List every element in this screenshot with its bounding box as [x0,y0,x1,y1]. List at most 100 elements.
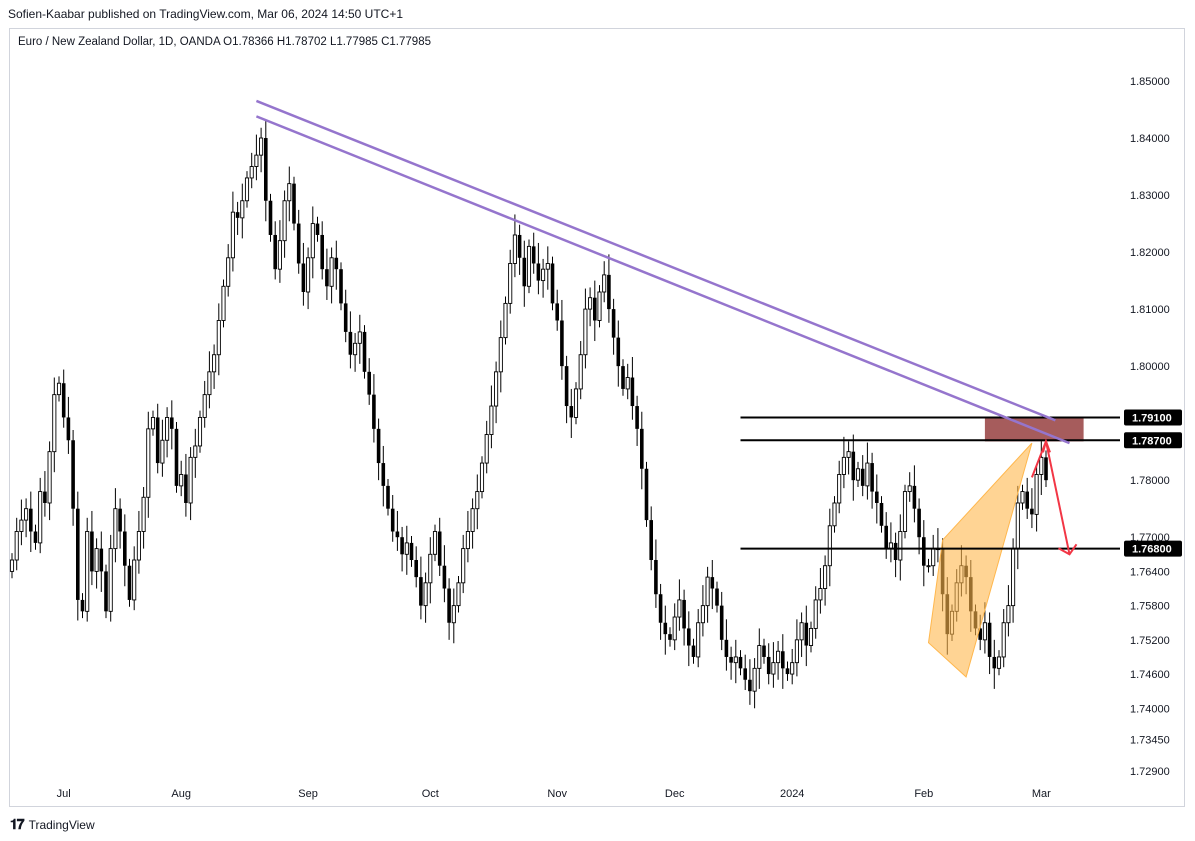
candle-body-down [719,605,724,640]
trendlines-group [255,99,1070,445]
levels-group [740,416,1120,550]
price-label-text: 1.78700 [1132,435,1172,447]
candle-body-up [1034,474,1039,515]
candle-body-up [602,274,607,293]
candle-body-down [1044,457,1048,481]
candle-body-down [860,468,865,486]
candle-body-down [296,223,301,264]
candle-body-up [733,656,738,664]
candle-body-up [207,371,212,396]
publisher-line: Sofien-Kaabar published on TradingView.c… [8,7,404,21]
candle-body-up [503,302,508,339]
candle-body-up [113,508,118,550]
candle-body-up [456,582,461,607]
candle-body-up [982,622,987,641]
candle-body-down [320,234,324,270]
candle-body-up [221,285,226,321]
candle-body-down [879,502,884,526]
candle-body-up [254,154,259,167]
candle-body-up [240,200,245,219]
candle-body-up [52,394,57,453]
candle-body-up [428,553,433,584]
x-tick-label: Mar [1032,788,1051,800]
candle-body-up [573,388,579,418]
candle-body-down [395,531,400,538]
candle-body-down [616,337,621,367]
y-tick-label: 1.80000 [1130,361,1170,373]
candle-body-down [447,588,451,623]
candle-body-up [771,662,776,675]
candle-body-down [987,622,992,657]
candle-body-down [978,628,982,640]
candle-body-up [277,240,282,270]
candle-body-down [870,463,874,492]
arrow-head-down [1058,543,1078,556]
candle-body-down [301,263,306,292]
candle-body-up [357,331,362,344]
candle-body-up [907,485,912,493]
candle-body-up [823,565,828,589]
candle-body-up [146,428,151,498]
candle-body-down [630,377,635,407]
y-tick-label: 1.74600 [1130,669,1170,681]
candle-body-down [174,428,179,486]
candle-body-down [611,309,616,338]
candle-body-down [390,508,395,532]
y-tick-label: 1.75800 [1130,601,1170,613]
candle-body-down [992,656,997,669]
candle-body-up [696,622,701,658]
candle-body-down [743,668,747,680]
candle-body-down [61,383,66,418]
candle-body-down [912,485,917,509]
candle-body-up [1020,491,1025,504]
wedge-pattern-shape [927,442,1033,678]
candle-body-down [724,639,729,657]
candle-body-up [526,245,532,287]
candle-body-down [884,525,888,549]
candle-body-up [1001,622,1006,658]
y-tick-label: 1.82000 [1130,247,1170,259]
candle-body-down [104,571,108,612]
candle-body-down [564,366,569,407]
candle-body-up [108,548,113,612]
candle-body-down [292,183,296,224]
trendline [255,99,1056,422]
candle-body-up [479,462,485,493]
candle-body-up [705,576,710,607]
candle-body-up [541,268,546,282]
candle-body-up [451,605,456,624]
candle-body-down [607,274,611,310]
candle-body-up [259,137,264,156]
candle-body-up [423,582,428,607]
tradingview-brand: TradingView [28,817,95,832]
candle-body-up [672,616,677,641]
candle-body-down [43,491,47,503]
y-tick-label: 1.78000 [1130,475,1170,487]
candle-body-down [409,542,414,561]
candle-body-down [851,451,856,481]
price-label-box [1124,540,1182,557]
candle-body-up [494,371,499,407]
candle-body-up [855,468,861,481]
candle-body-down [550,263,555,304]
candle-body-up [56,382,62,396]
candle-body-up [846,451,851,458]
candle-body-up [898,531,903,561]
candle-body-up [353,342,358,356]
y-tick-label: 1.72900 [1130,766,1170,778]
candle-body-up [865,462,870,487]
candle-body-up [484,434,489,464]
candle-body-down [381,463,386,486]
candle-body-up [931,548,936,567]
y-axis: 1.85000 1.84000 1.83000 1.82000 1.81000 1.800… [1124,76,1182,778]
x-tick-label: Jul [57,788,71,800]
candle-body-down [1030,508,1034,515]
candle-body-down [635,406,639,429]
candle-body-down [437,531,442,566]
candle-body-up [141,496,146,532]
candle-body-up [310,223,315,259]
arrow-group [1030,438,1078,556]
candle-body-down [691,645,696,657]
candle-body-up [470,508,475,532]
